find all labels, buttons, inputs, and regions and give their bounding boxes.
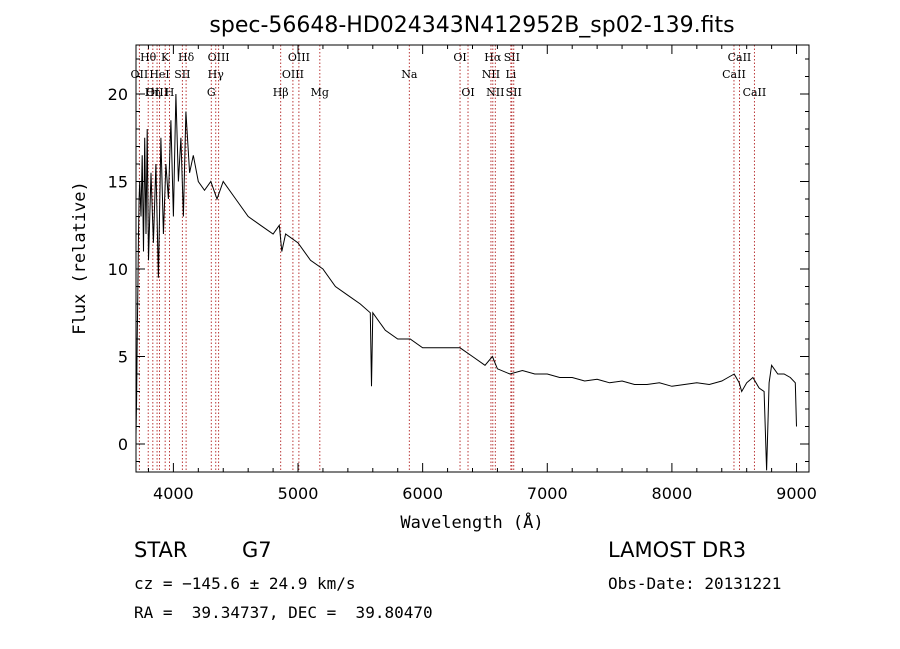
spectral-line-label: OIII — [146, 86, 168, 99]
spectral-line-label: Hγ — [208, 68, 225, 81]
x-tick-label: 9000 — [776, 484, 817, 503]
spectral-line-label: OI — [453, 51, 466, 64]
redshift-cz: cz = −145.6 ± 24.9 km/s — [134, 574, 356, 593]
y-tick-label: 10 — [108, 260, 128, 279]
spectral-line-label: OIII — [288, 51, 310, 64]
spectral-line-label: Na — [401, 68, 418, 81]
spectral-line-label: HeI — [149, 68, 169, 81]
survey-name: LAMOST DR3 — [608, 538, 747, 562]
spectral-line-label: Hη — [145, 86, 161, 99]
spectral-line-label: Hβ — [273, 86, 289, 99]
coordinates: RA = 39.34737, DEC = 39.80470 — [134, 603, 433, 622]
spectral-line-label: OIII — [282, 68, 304, 81]
object-subclass: G7 — [242, 538, 272, 562]
spectral-line-label: SII — [174, 68, 190, 81]
x-axis-label: Wavelength (Å) — [400, 511, 543, 533]
spectral-line-label: Mg — [311, 86, 329, 99]
spectral-line-label: CaII — [743, 86, 767, 99]
spectral-line-label: K — [161, 51, 170, 64]
spectral-line-label: NII — [486, 86, 504, 99]
spectral-line-label: OIII — [208, 51, 230, 64]
spectral-line-label: SII — [506, 86, 522, 99]
spectral-line-label: Hθ — [140, 51, 157, 64]
x-tick-label: 6000 — [402, 484, 443, 503]
object-class: STAR — [134, 538, 188, 562]
y-tick-label: 15 — [108, 173, 128, 192]
plot-frame — [135, 44, 810, 473]
spectral-line-label: OII — [131, 68, 149, 81]
obs-date: Obs-Date: 20131221 — [608, 574, 782, 593]
spectral-line-label: OI — [461, 86, 474, 99]
chart-title: spec-56648-HD024343N412952B_sp02-139.fit… — [209, 13, 734, 38]
y-tick-label: 5 — [118, 348, 128, 367]
x-tick-label: 8000 — [652, 484, 693, 503]
y-axis-label: Flux (relative) — [70, 181, 90, 335]
spectral-line-label: Li — [505, 68, 516, 81]
y-tick-label: 0 — [118, 435, 128, 454]
y-tick-label: 20 — [108, 85, 128, 104]
spectral-line-label: G — [207, 86, 216, 99]
spectral-line-label: SII — [504, 51, 520, 64]
spectral-line-label: NII — [482, 68, 500, 81]
x-tick-label: 7000 — [527, 484, 568, 503]
spectral-line-label: H — [165, 86, 175, 99]
spectral-line-label: CaII — [728, 51, 752, 64]
x-tick-label: 5000 — [278, 484, 319, 503]
spectral-line-label: Hδ — [178, 51, 195, 64]
x-tick-label: 4000 — [153, 484, 194, 503]
spectral-line-label: CaII — [722, 68, 746, 81]
spectrum-line — [135, 93, 797, 471]
spectral-line-label: Hα — [484, 51, 502, 64]
